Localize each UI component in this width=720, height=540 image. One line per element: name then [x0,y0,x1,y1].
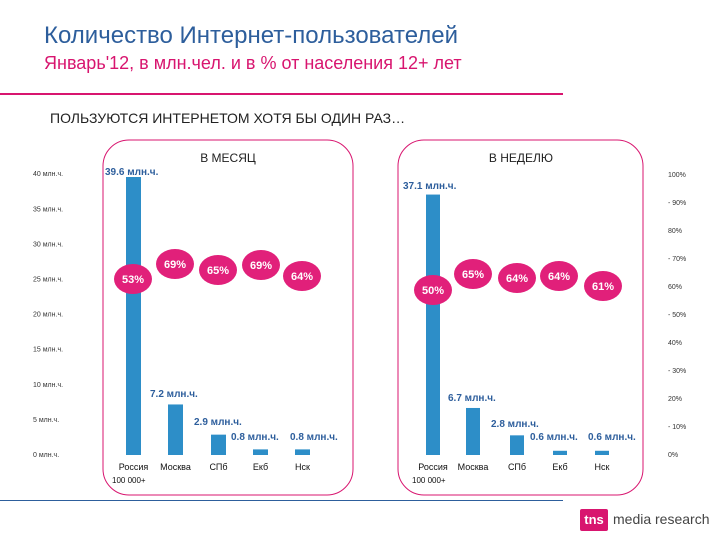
percent-label: 64% [548,271,570,283]
percent-label: 65% [207,265,229,277]
y-tick-right: - 90% [668,200,686,207]
y-tick-right: - 70% [668,256,686,263]
y-tick-right: 100% [668,172,686,179]
y-tick-right: - 50% [668,312,686,319]
section-heading: ПОЛЬЗУЮТСЯ ИНТЕРНЕТОМ ХОТЯ БЫ ОДИН РАЗ… [50,110,406,126]
panel-title: В НЕДЕЛЮ [489,151,553,165]
category-label: Екб [552,462,567,472]
y-tick-right: - 30% [668,368,686,375]
percent-bubble [242,250,280,280]
percent-bubble [454,259,492,289]
y-tick-left: 15 млн.ч. [33,347,63,354]
percent-bubble [199,255,237,285]
page-subtitle: Январь'12, в млн.чел. и в % от населения… [44,53,462,73]
category-label: Москва [160,462,191,472]
bar-value-label: 0.6 млн.ч. [588,432,636,443]
bar-value-label: 39.6 млн.ч. [105,167,159,178]
bar-value-label: 6.7 млн.ч. [448,393,496,404]
y-tick-left: 25 млн.ч. [33,277,63,284]
percent-label: 53% [122,274,144,286]
percent-bubble [114,264,152,294]
bar [595,450,609,455]
percent-bubble [414,275,452,305]
percent-label: 64% [291,271,313,283]
y-tick-left: 0 млн.ч. [33,452,59,459]
bar [466,407,480,455]
category-label: Россия [418,462,448,472]
percent-bubble [283,261,321,291]
category-label: Екб [253,462,268,472]
category-label: Нск [295,462,310,472]
percent-bubble [156,249,194,279]
y-tick-left: 40 млн.ч. [33,171,63,178]
bar [295,449,310,455]
y-tick-right: 60% [668,284,682,291]
tns-logo-text: media research [613,511,710,527]
footer-divider [0,500,563,501]
bar [211,434,226,455]
percent-bubble [540,261,578,291]
bar-value-label: 2.9 млн.ч. [194,417,242,428]
y-tick-right: 80% [668,228,682,235]
title-divider [0,93,563,95]
percent-label: 69% [164,259,186,271]
bar [126,177,141,455]
bar [253,449,268,455]
percent-label: 65% [462,269,484,281]
bar [510,435,524,455]
y-tick-right: 40% [668,340,682,347]
bar-value-label: 0.6 млн.ч. [530,432,578,443]
y-tick-left: 30 млн.ч. [33,241,63,248]
bar [168,404,183,455]
tns-logo: tns media research [580,506,720,534]
category-label: Москва [458,462,489,472]
y-tick-right: 20% [668,396,682,403]
y-tick-left: 10 млн.ч. [33,382,63,389]
category-label: СПб [508,462,526,472]
category-label: Нск [595,462,610,472]
tns-logo-badge: tns [580,509,608,531]
panel-frame [102,139,354,496]
percent-bubble [498,263,536,293]
percent-label: 50% [422,285,444,297]
bar-value-label: 0.8 млн.ч. [290,432,338,443]
bar [553,450,567,455]
page-title: Количество Интернет-пользователей [44,22,458,49]
y-tick-left: 20 млн.ч. [33,312,63,319]
y-tick-right: 0% [668,452,678,459]
percent-label: 61% [592,281,614,293]
bar-value-label: 0.8 млн.ч. [231,432,279,443]
category-label: Россия [119,462,149,472]
y-tick-right: - 10% [668,424,686,431]
percent-label: 69% [250,260,272,272]
bar-value-label: 2.8 млн.ч. [491,419,539,430]
panel-frame [397,139,644,496]
category-note: 100 000+ [412,476,446,485]
bar-value-label: 7.2 млн.ч. [150,389,198,400]
percent-bubble [584,271,622,301]
y-tick-left: 35 млн.ч. [33,206,63,213]
category-note: 100 000+ [112,476,146,485]
percent-label: 64% [506,273,528,285]
bar [426,194,440,456]
bar-value-label: 37.1 млн.ч. [403,181,457,192]
category-label: СПб [209,462,227,472]
panel-title: В МЕСЯЦ [200,151,256,165]
y-tick-left: 5 млн.ч. [33,417,59,424]
